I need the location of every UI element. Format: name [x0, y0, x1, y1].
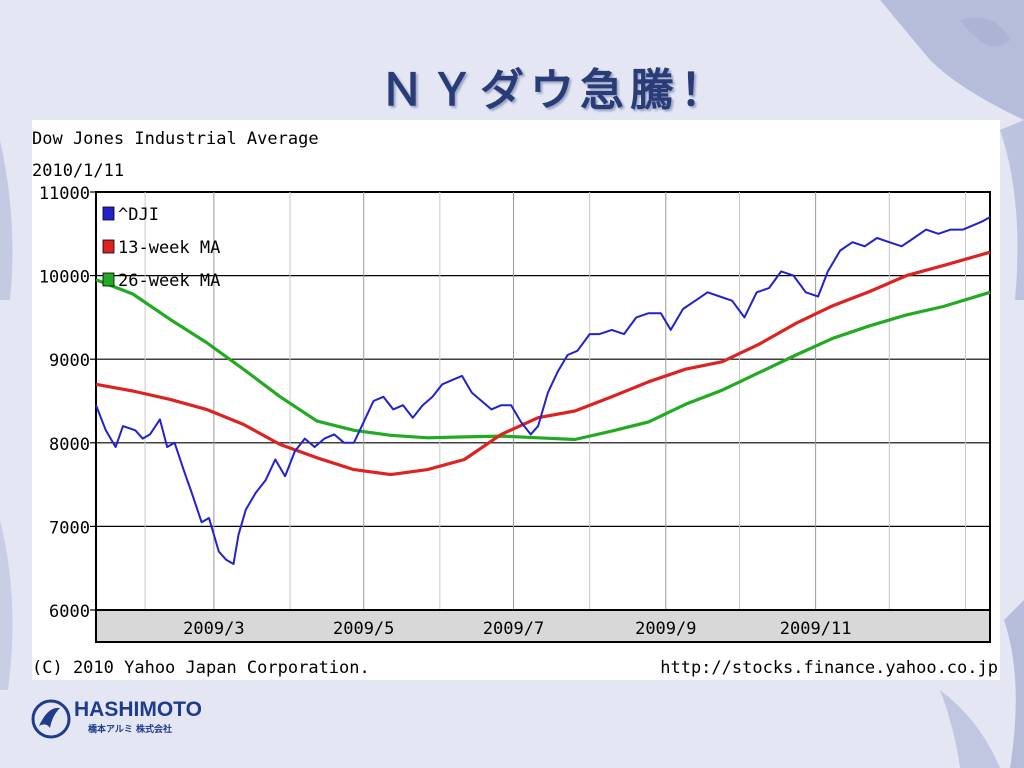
x-tick-label: 2009/9 — [635, 619, 696, 639]
logo-name: HASHIMOTO — [74, 698, 202, 721]
company-logo: HASHIMOTO 橋本アルミ 株式会社 — [30, 696, 220, 742]
chart-panel: Dow Jones Industrial Average 2010/1/11 6… — [32, 120, 1000, 680]
slide-title: ＮＹダウ急騰！ — [380, 65, 730, 116]
y-tick-label: 8000 — [49, 435, 90, 455]
legend-label: ^DJI — [118, 205, 159, 225]
x-tick-label: 2009/7 — [483, 619, 544, 639]
series-line-13-week-ma — [95, 250, 991, 477]
x-tick-labels: 2009/3 2009/5 2009/7 2009/9 2009/11 — [183, 619, 851, 639]
legend-swatch — [102, 239, 115, 254]
y-tick-label: 6000 — [49, 602, 90, 622]
x-axis-band — [95, 609, 991, 643]
chart-footer-copyright: (C) 2010 Yahoo Japan Corporation. — [32, 658, 370, 678]
legend-swatch — [102, 206, 115, 221]
series-layer — [95, 216, 991, 565]
chart-legend: ^DJI 13-week MA 26-week MA — [102, 205, 220, 291]
legend-label: 26-week MA — [118, 271, 220, 291]
x-gridlines — [144, 192, 966, 616]
x-tick-label: 2009/3 — [183, 619, 244, 639]
logo-mark-icon — [31, 699, 71, 739]
x-tick-label: 2009/11 — [780, 619, 852, 639]
y-tick-label: 9000 — [49, 351, 90, 371]
chart-subtitle: 2010/1/11 — [32, 161, 124, 181]
series-line-26-week-ma — [95, 278, 991, 442]
dow-chart: Dow Jones Industrial Average 2010/1/11 6… — [32, 129, 998, 678]
y-tick-label: 7000 — [49, 518, 90, 538]
chart-footer-url: http://stocks.finance.yahoo.co.jp — [660, 658, 998, 678]
plot-area — [95, 191, 991, 611]
legend-label: 13-week MA — [118, 238, 220, 258]
series-line-dji — [95, 216, 991, 565]
logo-subtitle: 橋本アルミ 株式会社 — [88, 725, 173, 735]
legend-swatch — [102, 272, 115, 287]
y-tick-labels: 6000 7000 8000 9000 10000 11000 — [39, 184, 90, 622]
chart-title: Dow Jones Industrial Average — [32, 129, 319, 149]
y-tick-label: 11000 — [39, 184, 90, 204]
y-tick-label: 10000 — [39, 268, 90, 288]
x-tick-label: 2009/5 — [333, 619, 394, 639]
